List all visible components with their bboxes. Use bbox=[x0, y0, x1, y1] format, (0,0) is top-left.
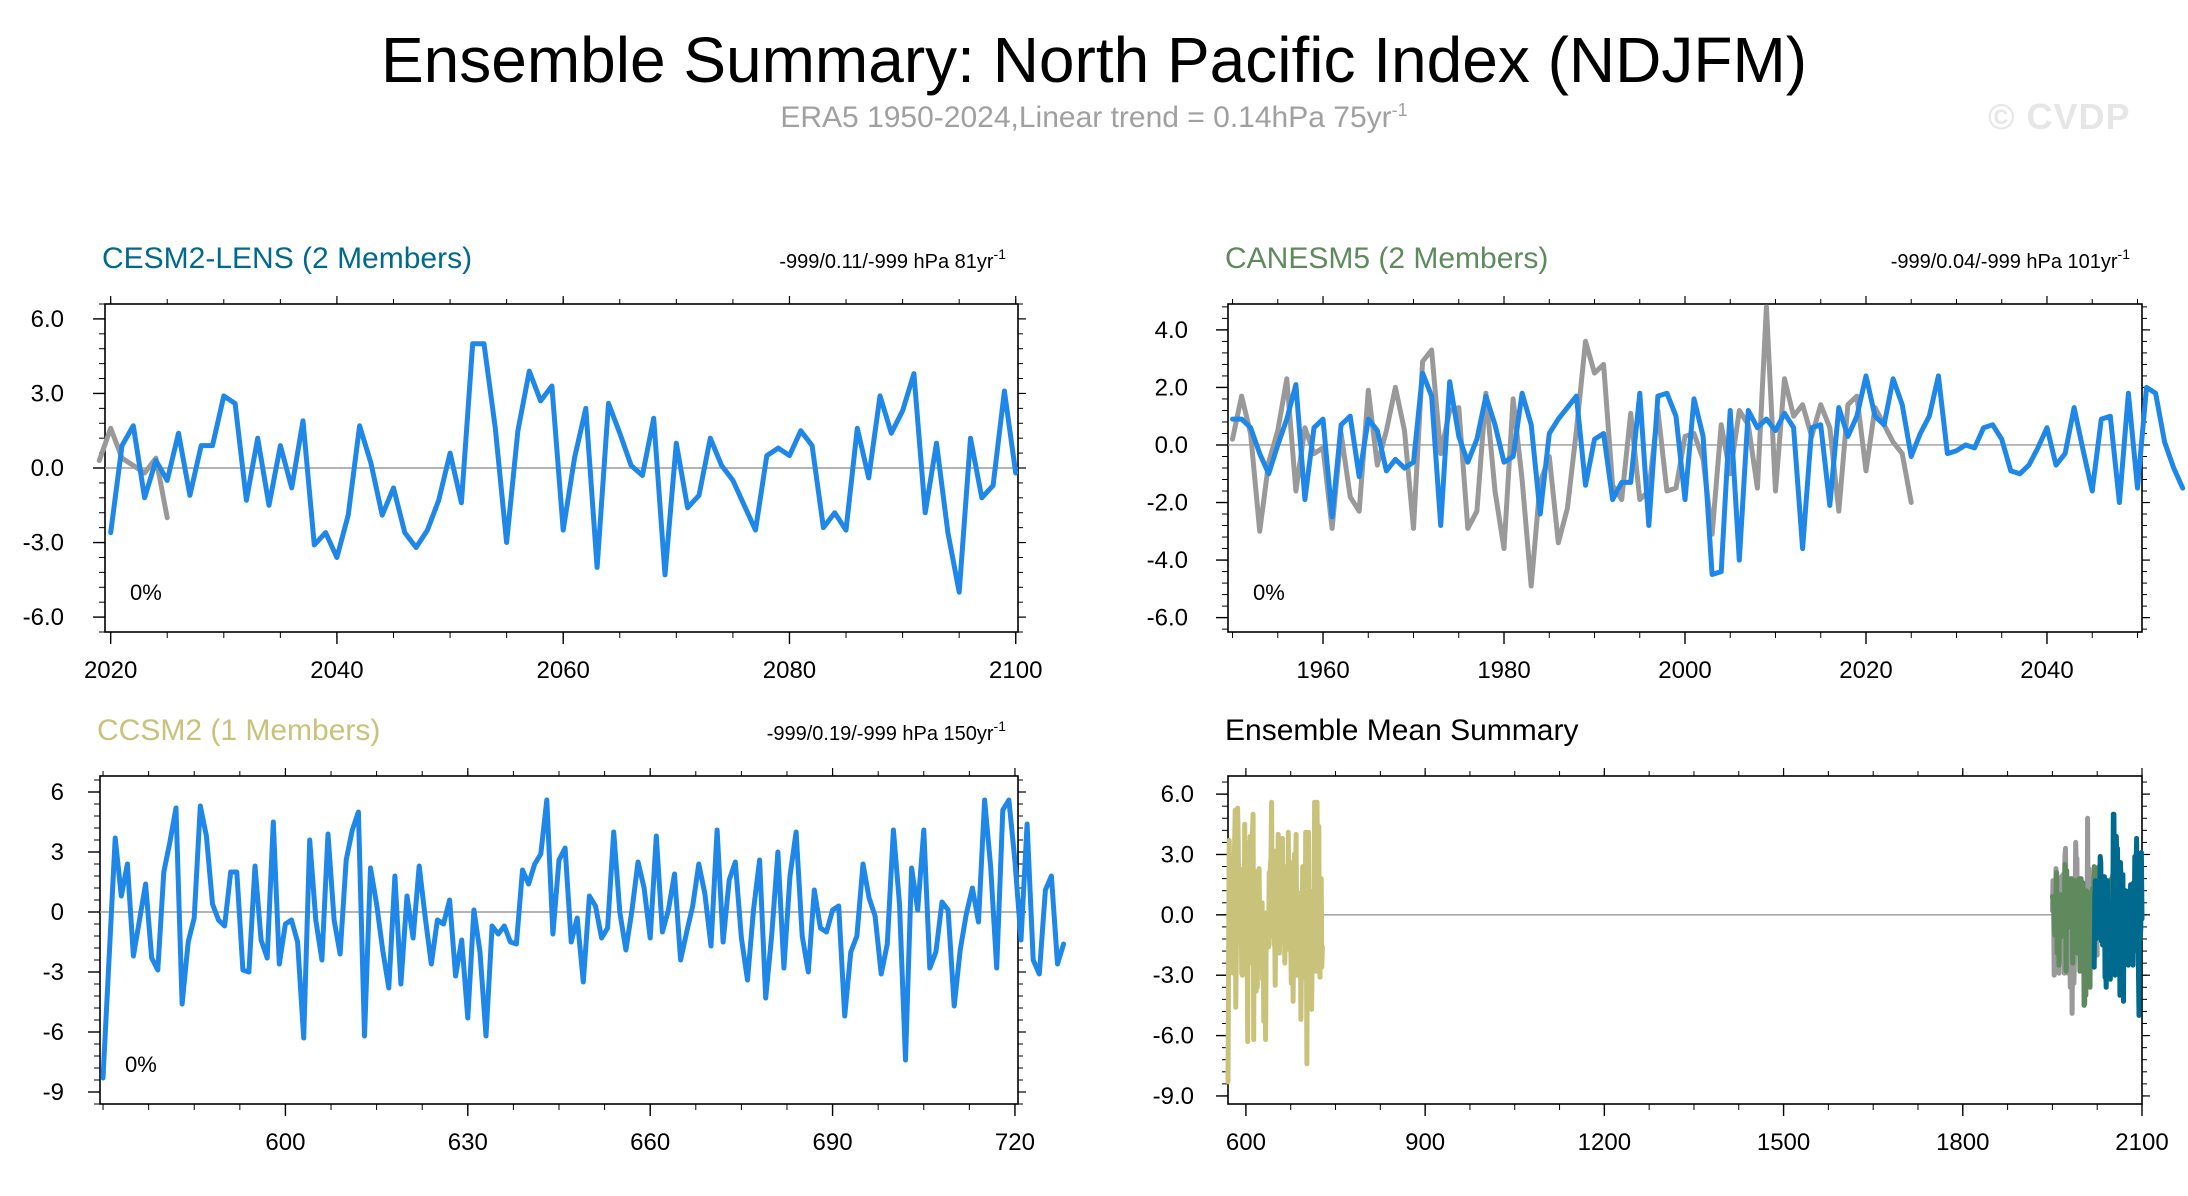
x-tick-label: 2080 bbox=[763, 657, 816, 684]
x-tick-label: 2020 bbox=[84, 657, 137, 684]
y-tick-label: -6.0 bbox=[1147, 605, 1188, 632]
panel-title: CANESM5 (2 Members) bbox=[1225, 242, 1548, 275]
x-tick-label: 1200 bbox=[1578, 1129, 1631, 1156]
y-tick-label: 0.0 bbox=[1155, 432, 1188, 459]
plot-frame bbox=[1227, 303, 2143, 633]
panel-ccsm2: CCSM2 (1 Members) -999/0.19/-999 hPa 150y… bbox=[43, 714, 1067, 1156]
stats-superscript: -1 bbox=[994, 718, 1007, 734]
series-line-model bbox=[108, 341, 1019, 595]
y-tick-label: 3 bbox=[51, 839, 64, 866]
page-title: Ensemble Summary: North Pacific Index (N… bbox=[380, 24, 1808, 96]
series-line-model bbox=[1230, 370, 2186, 577]
y-tick-label: 0.0 bbox=[1161, 902, 1194, 929]
y-tick-label: 0.0 bbox=[31, 455, 64, 482]
y-tick-label: 3.0 bbox=[1161, 841, 1194, 868]
percent-label: 0% bbox=[1253, 580, 1285, 605]
y-tick-label: -9 bbox=[43, 1079, 64, 1106]
subtitle-superscript: -1 bbox=[1391, 100, 1408, 120]
y-tick-label: 6.0 bbox=[31, 306, 64, 333]
stats-superscript: -1 bbox=[2118, 246, 2131, 262]
panel-stats: -999/0.11/-999 hPa 81yr-1 bbox=[779, 246, 1006, 273]
plot-frame bbox=[99, 775, 1019, 1105]
y-tick-label: 3.0 bbox=[31, 380, 64, 407]
x-tick-label: 660 bbox=[630, 1129, 670, 1156]
y-tick-label: 4.0 bbox=[1155, 317, 1188, 344]
panel-ensemble-mean: Ensemble Mean Summary 6.0 3.0 0.0 -3.0 -6.0 -9… bbox=[1153, 714, 2169, 1156]
stats-text: -999/0.04/-999 hPa 101yr bbox=[1891, 251, 2118, 273]
panel-cesm2: CESM2-LENS (2 Members) -999/0.11/-999 hPa… bbox=[23, 242, 1043, 684]
y-tick-label: 6.0 bbox=[1161, 781, 1194, 808]
page-subtitle: ERA5 1950-2024,Linear trend = 0.14hPa 75… bbox=[0, 100, 2188, 135]
cvdp-watermark: © CVDP bbox=[1988, 96, 2131, 137]
series-line-obs bbox=[96, 425, 170, 521]
stats-text: -999/0.11/-999 hPa 81yr bbox=[779, 251, 994, 273]
panel-title: CESM2-LENS (2 Members) bbox=[102, 242, 472, 275]
stats-text: -999/0.19/-999 hPa 150yr bbox=[767, 723, 994, 745]
y-tick-label: -4.0 bbox=[1147, 547, 1188, 574]
panel-stats: -999/0.04/-999 hPa 101yr-1 bbox=[1891, 246, 2130, 273]
y-tick-label: -6.0 bbox=[23, 604, 64, 631]
percent-label: 0% bbox=[130, 580, 162, 605]
x-tick-label: 2040 bbox=[2020, 657, 2073, 684]
y-tick-label: 2.0 bbox=[1155, 374, 1188, 401]
y-tick-label: -6.0 bbox=[1153, 1023, 1194, 1050]
x-tick-label: 630 bbox=[448, 1129, 488, 1156]
panel-canesm5: CANESM5 (2 Members) -999/0.04/-999 hPa 10… bbox=[1147, 242, 2186, 684]
panel-title: CCSM2 (1 Members) bbox=[97, 714, 380, 747]
x-tick-label: 2000 bbox=[1658, 657, 1711, 684]
y-tick-label: -2.0 bbox=[1147, 490, 1188, 517]
y-tick-label: -3.0 bbox=[23, 530, 64, 557]
series-line-model bbox=[100, 797, 1067, 1081]
x-tick-label: 2040 bbox=[310, 657, 363, 684]
x-tick-label: 2020 bbox=[1839, 657, 1892, 684]
x-tick-label: 690 bbox=[813, 1129, 853, 1156]
plot-frame bbox=[1227, 775, 2143, 1105]
y-tick-label: -6 bbox=[43, 1019, 64, 1046]
y-tick-label: 0 bbox=[51, 899, 64, 926]
x-tick-label: 1980 bbox=[1477, 657, 1530, 684]
ensemble-series-ccsm2 bbox=[1225, 799, 1325, 1085]
x-tick-label: 2100 bbox=[2115, 1129, 2168, 1156]
x-tick-label: 600 bbox=[1226, 1129, 1266, 1156]
x-tick-label: 2060 bbox=[537, 657, 590, 684]
series-line-obs bbox=[1230, 304, 1914, 589]
panel-title: Ensemble Mean Summary bbox=[1225, 714, 1578, 747]
stats-superscript: -1 bbox=[994, 246, 1007, 262]
x-tick-label: 720 bbox=[995, 1129, 1035, 1156]
y-tick-label: -3.0 bbox=[1153, 962, 1194, 989]
x-tick-label: 1800 bbox=[1936, 1129, 1989, 1156]
subtitle-text: ERA5 1950-2024,Linear trend = 0.14hPa 75… bbox=[780, 101, 1392, 134]
ensemble-series-cesm2 bbox=[2091, 811, 2145, 1018]
x-tick-label: 2100 bbox=[989, 657, 1042, 684]
percent-label: 0% bbox=[125, 1052, 157, 1077]
x-tick-label: 900 bbox=[1405, 1129, 1445, 1156]
y-tick-label: 6 bbox=[51, 779, 64, 806]
x-tick-label: 1500 bbox=[1757, 1129, 1810, 1156]
x-tick-label: 600 bbox=[265, 1129, 305, 1156]
y-tick-label: -3 bbox=[43, 959, 64, 986]
panel-stats: -999/0.19/-999 hPa 150yr-1 bbox=[767, 718, 1006, 745]
y-tick-label: -9.0 bbox=[1153, 1083, 1194, 1110]
x-tick-label: 1960 bbox=[1296, 657, 1349, 684]
